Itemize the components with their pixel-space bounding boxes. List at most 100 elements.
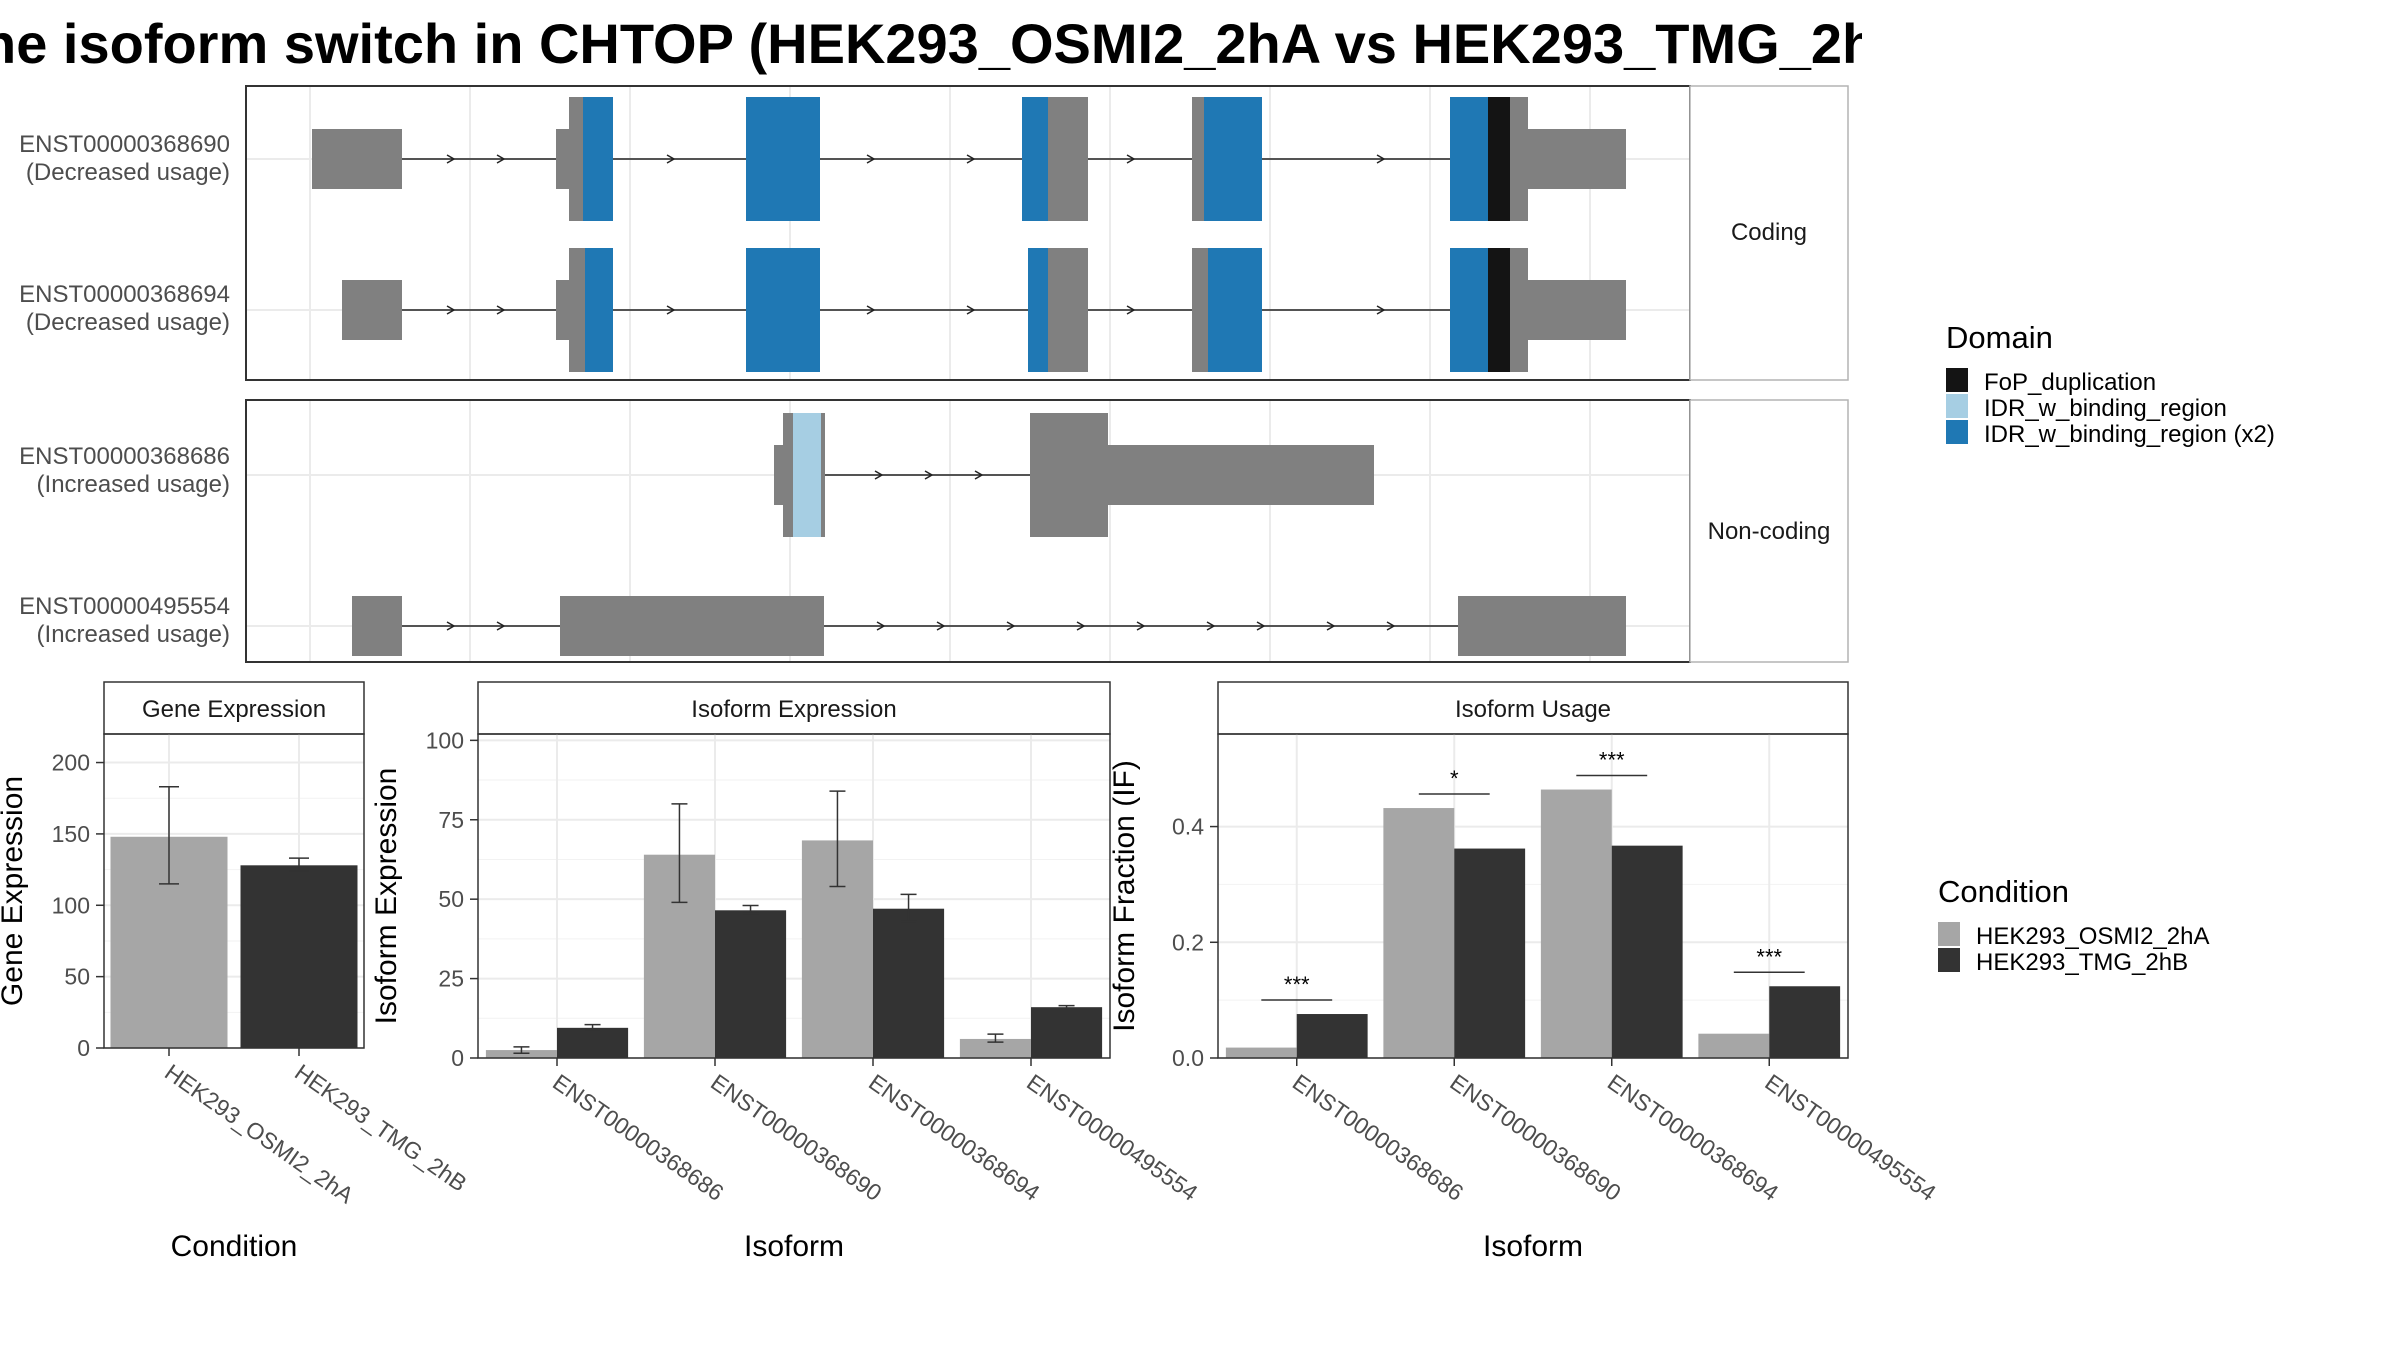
intron-arrow — [1206, 621, 1216, 631]
cds-exon — [1510, 97, 1528, 221]
panel-border — [103, 733, 365, 1049]
domain-idr-x2 — [1450, 97, 1488, 221]
y-axis-title: Gene Expression — [0, 776, 29, 1006]
intron-arrow — [866, 305, 876, 315]
bar-HEK293_OSMI2_2hA-ENST00000368690 — [1383, 808, 1455, 1058]
domain-idr-x2 — [1028, 248, 1048, 372]
bar-HEK293_OSMI2_2hA-ENST00000368686 — [485, 1050, 557, 1058]
intron-arrow — [1376, 154, 1386, 164]
intron-arrow — [666, 305, 676, 315]
y-tick-label: 50 — [64, 964, 90, 990]
intron-arrow — [496, 621, 506, 631]
transcript-usage-368686: (Increased usage) — [37, 471, 230, 498]
transcript-label-368694: ENST00000368694 — [19, 281, 230, 308]
y-axis-title: Isoform Expression — [370, 768, 403, 1025]
x-tick-label: ENST00000495554 — [1022, 1069, 1203, 1206]
y-axis-title: Isoform Fraction (IF) — [1108, 760, 1141, 1032]
cds-exon — [1192, 248, 1208, 372]
legend-swatch-fop — [1946, 368, 1968, 392]
x-axis-title: Condition — [171, 1230, 298, 1263]
bar-HEK293_TMG_2hB-ENST00000368690 — [715, 910, 787, 1058]
condition-legend-title: Condition — [1938, 874, 2069, 909]
intron-arrow — [496, 305, 506, 315]
y-tick-label: 0.0 — [1172, 1045, 1204, 1071]
cds-exon — [569, 248, 585, 372]
transcript-usage-495554: (Increased usage) — [37, 621, 230, 648]
figure-title: he isoform switch in CHTOP (HEK293_OSMI2… — [0, 12, 1862, 75]
significance-label: *** — [1756, 944, 1782, 969]
y-tick-label: 100 — [52, 892, 90, 918]
intron-arrow — [974, 470, 984, 480]
coding-facet-strip — [1689, 85, 1849, 381]
significance-label: *** — [1284, 972, 1310, 997]
utr-exon — [1528, 280, 1626, 340]
intron-arrow — [1136, 621, 1146, 631]
y-tick-label: 0 — [77, 1035, 90, 1061]
utr-exon — [556, 280, 572, 340]
panel-strip — [103, 681, 365, 735]
intron-arrow — [1386, 621, 1396, 631]
transcript-usage-368690: (Decreased usage) — [26, 159, 230, 186]
coding-facet-label: Coding — [1731, 219, 1807, 246]
transcript-model-368694 — [342, 248, 1626, 372]
domain-idr-x2 — [1208, 248, 1262, 372]
intron-arrow — [924, 470, 934, 480]
cds-exon — [1048, 97, 1088, 221]
legend-swatch-osmi2 — [1938, 922, 1960, 946]
y-tick-label: 100 — [426, 727, 464, 753]
exon — [560, 596, 824, 656]
bar-HEK293_TMG_2hB-ENST00000368694 — [873, 908, 945, 1058]
utr-exon — [312, 129, 402, 189]
bar-HEK293_TMG_2hB — [240, 865, 358, 1048]
intron-arrow — [1376, 305, 1386, 315]
x-tick-label: ENST00000495554 — [1760, 1069, 1941, 1206]
intron-arrow — [1126, 154, 1136, 164]
noncoding-facet-label: Non-coding — [1708, 518, 1831, 545]
isoform-expression-chart: Isoform Expression 0 25 50 75 100 ENST00000368… — [370, 681, 1203, 1263]
bar-HEK293_OSMI2_2hA-ENST00000368686 — [1225, 1047, 1297, 1058]
legend-label-tmg: HEK293_TMG_2hB — [1976, 949, 2188, 976]
y-tick-label: 0 — [451, 1045, 464, 1071]
domain-idr-x2 — [585, 248, 613, 372]
panel-title: Isoform Expression — [691, 696, 896, 723]
intron-arrow — [666, 154, 676, 164]
legend-label-idr-x2: IDR_w_binding_region (x2) — [1984, 421, 2275, 448]
significance-label: * — [1450, 766, 1459, 791]
intron-arrow — [1326, 621, 1336, 631]
intron-arrow — [1076, 621, 1086, 631]
intron-arrows — [446, 621, 1396, 631]
transcript-structure-panel: Coding Non-coding ENST00000368690 (Decre… — [19, 85, 1849, 663]
intron-arrow — [936, 621, 946, 631]
intron-arrow — [446, 305, 456, 315]
domain-fop-duplication — [1488, 97, 1510, 221]
bar-HEK293_OSMI2_2hA-ENST00000368694 — [1540, 789, 1612, 1058]
x-axis-title: Isoform — [1483, 1230, 1583, 1263]
transcript-label-495554: ENST00000495554 — [19, 593, 230, 620]
bar-HEK293_OSMI2_2hA-ENST00000495554 — [959, 1038, 1031, 1058]
domain-idr-x2 — [746, 97, 820, 221]
transcript-label-368690: ENST00000368690 — [19, 131, 230, 158]
y-tick-label: 150 — [52, 821, 90, 847]
y-tick-label: 0.4 — [1172, 814, 1204, 840]
cds-exon — [1048, 248, 1088, 372]
domain-legend-title: Domain — [1946, 320, 2053, 355]
intron-arrow — [876, 621, 886, 631]
domain-idr-x2 — [1450, 248, 1488, 372]
legend-label-fop: FoP_duplication — [1984, 369, 2156, 396]
x-axis-title: Isoform — [744, 1230, 844, 1263]
intron-arrow — [874, 470, 884, 480]
bar-HEK293_TMG_2hB-ENST00000368686 — [1296, 1014, 1368, 1058]
y-tick-label: 0.2 — [1172, 929, 1204, 955]
y-tick-label: 25 — [438, 966, 464, 992]
intron-arrow — [496, 154, 506, 164]
bar-HEK293_TMG_2hB-ENST00000495554 — [1769, 986, 1841, 1058]
exon — [352, 596, 402, 656]
x-tick-label: ENST00000368694 — [1603, 1069, 1784, 1206]
cds-exon — [1192, 97, 1204, 221]
x-tick-label: ENST00000368686 — [548, 1069, 728, 1206]
panel-border — [477, 733, 1111, 1059]
bar-HEK293_TMG_2hB-ENST00000495554 — [1031, 1007, 1103, 1058]
significance-label: *** — [1599, 748, 1625, 773]
intron-arrows — [874, 470, 984, 480]
domain-idr-x2 — [746, 248, 820, 372]
